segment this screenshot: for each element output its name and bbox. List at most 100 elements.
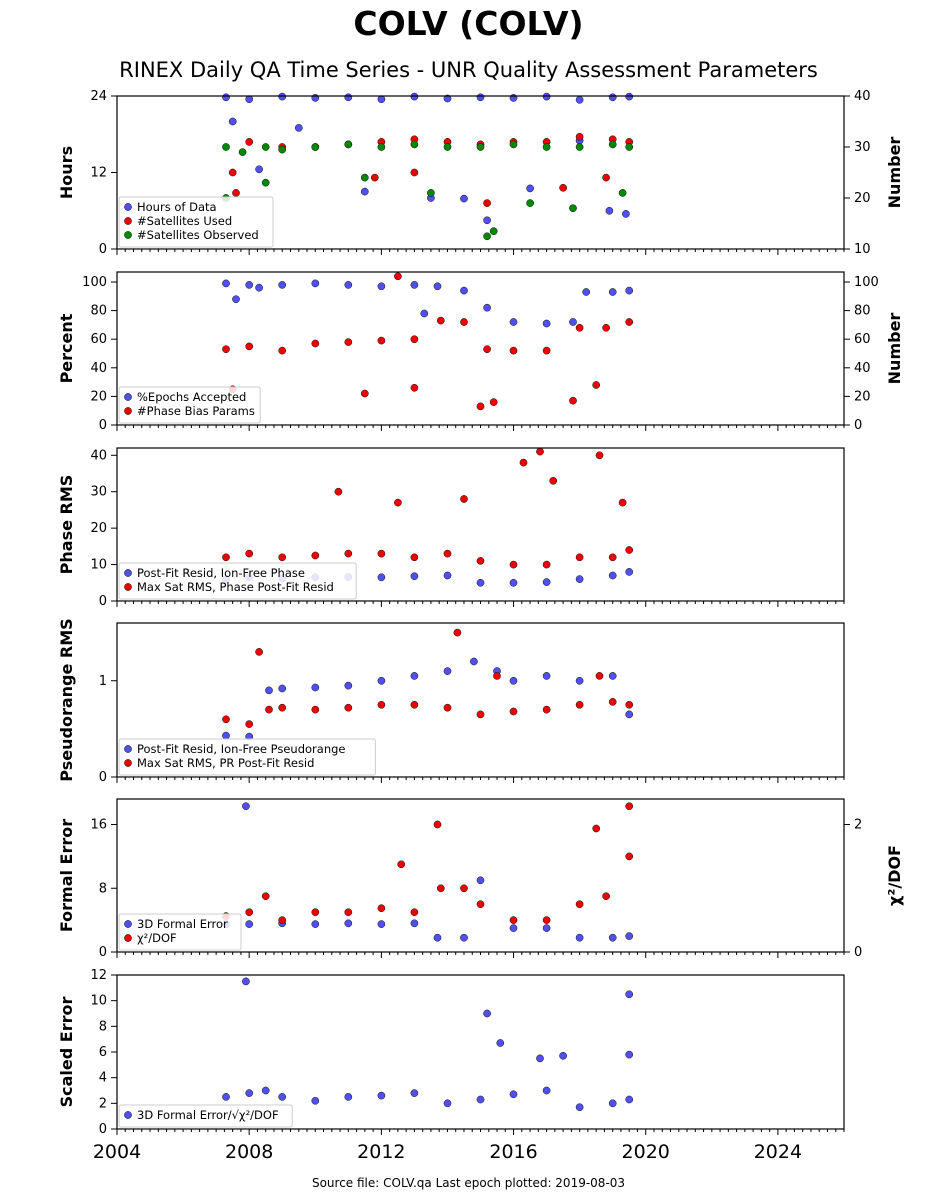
- y-tick-label: 8: [99, 881, 107, 896]
- legend-marker: [124, 407, 132, 415]
- data-point: [483, 1009, 491, 1018]
- y-tick-label: 0: [99, 594, 107, 609]
- data-point: [542, 672, 551, 680]
- y-tick-label: 30: [90, 485, 107, 500]
- data-point: [377, 904, 386, 913]
- data-point: [377, 282, 386, 291]
- y-tick-label: 0: [99, 1122, 107, 1137]
- data-point: [377, 336, 386, 345]
- y-right-axis-label: Number: [885, 137, 904, 209]
- data-point: [483, 232, 491, 241]
- data-point: [476, 710, 485, 719]
- data-point: [344, 338, 353, 346]
- y-axis-label: Percent: [57, 313, 76, 383]
- legend-box: [118, 562, 357, 600]
- data-point: [245, 138, 254, 146]
- y-axis-label: Scaled Error: [57, 997, 76, 1108]
- data-point: [575, 933, 584, 942]
- data-point: [255, 648, 263, 656]
- data-point: [542, 346, 551, 355]
- data-point: [625, 1050, 634, 1059]
- data-point: [575, 95, 584, 104]
- data-point: [443, 549, 452, 558]
- data-point: [232, 189, 240, 197]
- data-point: [542, 705, 551, 714]
- legend-marker: [124, 920, 132, 928]
- data-point: [605, 206, 614, 215]
- data-point: [476, 557, 485, 565]
- data-point: [410, 572, 419, 581]
- y-right-tick-label: 30: [854, 140, 871, 155]
- data-point: [575, 700, 584, 709]
- legend-marker: [124, 583, 132, 591]
- data-point: [625, 1095, 634, 1104]
- data-point: [443, 667, 452, 675]
- data-point: [377, 1091, 386, 1100]
- data-point: [443, 143, 452, 151]
- legend-marker: [124, 231, 132, 239]
- data-point: [377, 143, 386, 151]
- data-point: [470, 657, 478, 666]
- data-point: [278, 1093, 287, 1101]
- legend-box: [118, 738, 376, 776]
- y-tick-label: 24: [90, 89, 107, 104]
- legend-label: Post-Fit Resid, Ion-Free Pseudorange: [137, 742, 345, 756]
- data-point: [595, 672, 604, 680]
- data-point: [483, 216, 491, 225]
- plot-frame: [116, 798, 845, 953]
- legend: %Epochs Accepted#Phase Bias Params: [118, 386, 261, 424]
- data-point: [265, 686, 273, 695]
- y-tick-label: 100: [82, 275, 107, 290]
- plot-frame: [116, 447, 845, 602]
- data-point: [311, 339, 320, 348]
- series-2: [222, 802, 634, 924]
- y-right-tick-label: 0: [854, 418, 862, 433]
- y-tick-label: 10: [90, 994, 107, 1009]
- data-point: [228, 168, 237, 177]
- data-point: [410, 1089, 419, 1097]
- data-point: [509, 560, 518, 569]
- data-point: [496, 1039, 505, 1047]
- y-right-axis-label: Number: [885, 313, 904, 385]
- x-tick-label: 2020: [622, 1141, 670, 1163]
- panel-6: 0 2 4 6 8 10 12 Scaled Error 3D Formal Error/√χ²…: [57, 968, 845, 1163]
- data-point: [460, 286, 468, 295]
- data-point: [618, 498, 627, 507]
- data-point: [509, 318, 518, 326]
- data-point: [397, 860, 406, 869]
- data-point: [278, 684, 287, 693]
- data-point: [602, 323, 610, 332]
- data-point: [526, 184, 534, 193]
- data-point: [278, 703, 287, 712]
- data-point: [377, 920, 386, 928]
- legend-label: #Satellites Used: [137, 214, 232, 228]
- data-point: [278, 916, 287, 924]
- data-point: [344, 919, 353, 928]
- data-point: [344, 140, 353, 149]
- series-1: [222, 279, 634, 328]
- data-point: [608, 288, 617, 296]
- legend-marker: [124, 934, 132, 942]
- data-point: [509, 924, 518, 932]
- data-point: [602, 892, 610, 901]
- y-right-tick-label: 80: [854, 304, 871, 319]
- data-point: [625, 802, 634, 811]
- y-tick-label: 12: [90, 968, 107, 983]
- y-tick-label: 4: [99, 1071, 107, 1086]
- data-point: [542, 319, 551, 328]
- data-point: [509, 346, 518, 355]
- data-point: [569, 396, 577, 405]
- data-point: [519, 458, 528, 467]
- data-point: [602, 173, 610, 182]
- data-point: [245, 549, 254, 558]
- data-point: [360, 389, 369, 398]
- data-point: [261, 178, 270, 187]
- legend-label: Post-Fit Resid, Ion-Free Phase: [137, 566, 305, 580]
- data-point: [559, 1051, 567, 1060]
- data-point: [509, 140, 518, 149]
- data-point: [360, 173, 369, 182]
